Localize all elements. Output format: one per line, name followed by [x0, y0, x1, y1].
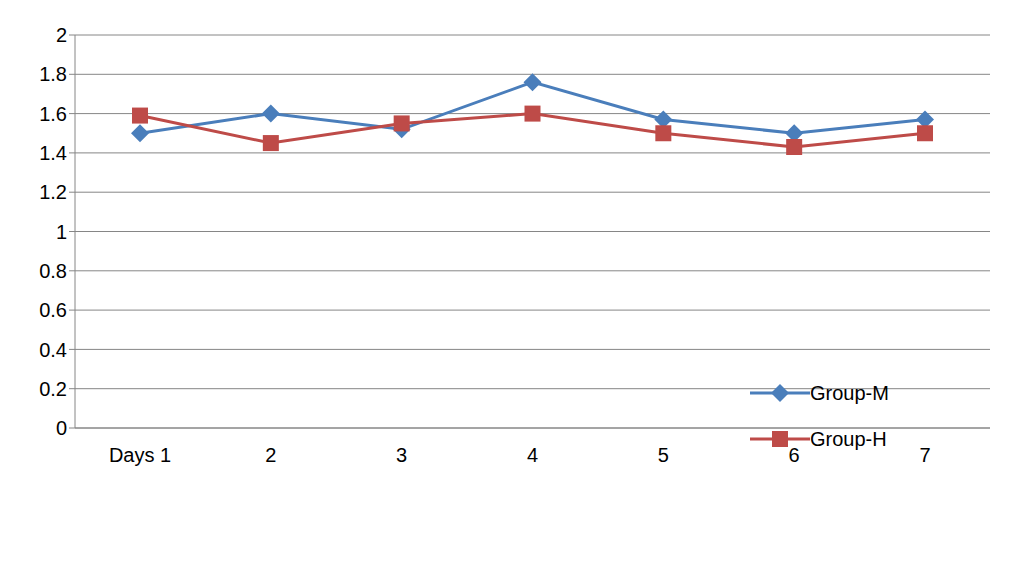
svg-text:Days 1: Days 1: [109, 444, 171, 466]
svg-text:0.6: 0.6: [39, 299, 67, 321]
svg-text:0.4: 0.4: [39, 339, 67, 361]
svg-text:1.8: 1.8: [39, 63, 67, 85]
svg-text:0.2: 0.2: [39, 378, 67, 400]
svg-text:4: 4: [527, 444, 538, 466]
svg-text:7: 7: [919, 444, 930, 466]
html-text:Group-M: Group-M: [810, 381, 889, 404]
svg-text:3: 3: [396, 444, 407, 466]
svg-text:2: 2: [56, 24, 67, 46]
html-text:Group-H: Group-H: [810, 427, 887, 450]
svg-text:6: 6: [789, 444, 800, 466]
svg-text:2: 2: [265, 444, 276, 466]
svg-text:0.8: 0.8: [39, 260, 67, 282]
svg-text:1.6: 1.6: [39, 103, 67, 125]
svg-text:1: 1: [56, 221, 67, 243]
svg-text:1.4: 1.4: [39, 142, 67, 164]
svg-text:0: 0: [56, 417, 67, 439]
svg-text:5: 5: [658, 444, 669, 466]
svg-text:1.2: 1.2: [39, 181, 67, 203]
